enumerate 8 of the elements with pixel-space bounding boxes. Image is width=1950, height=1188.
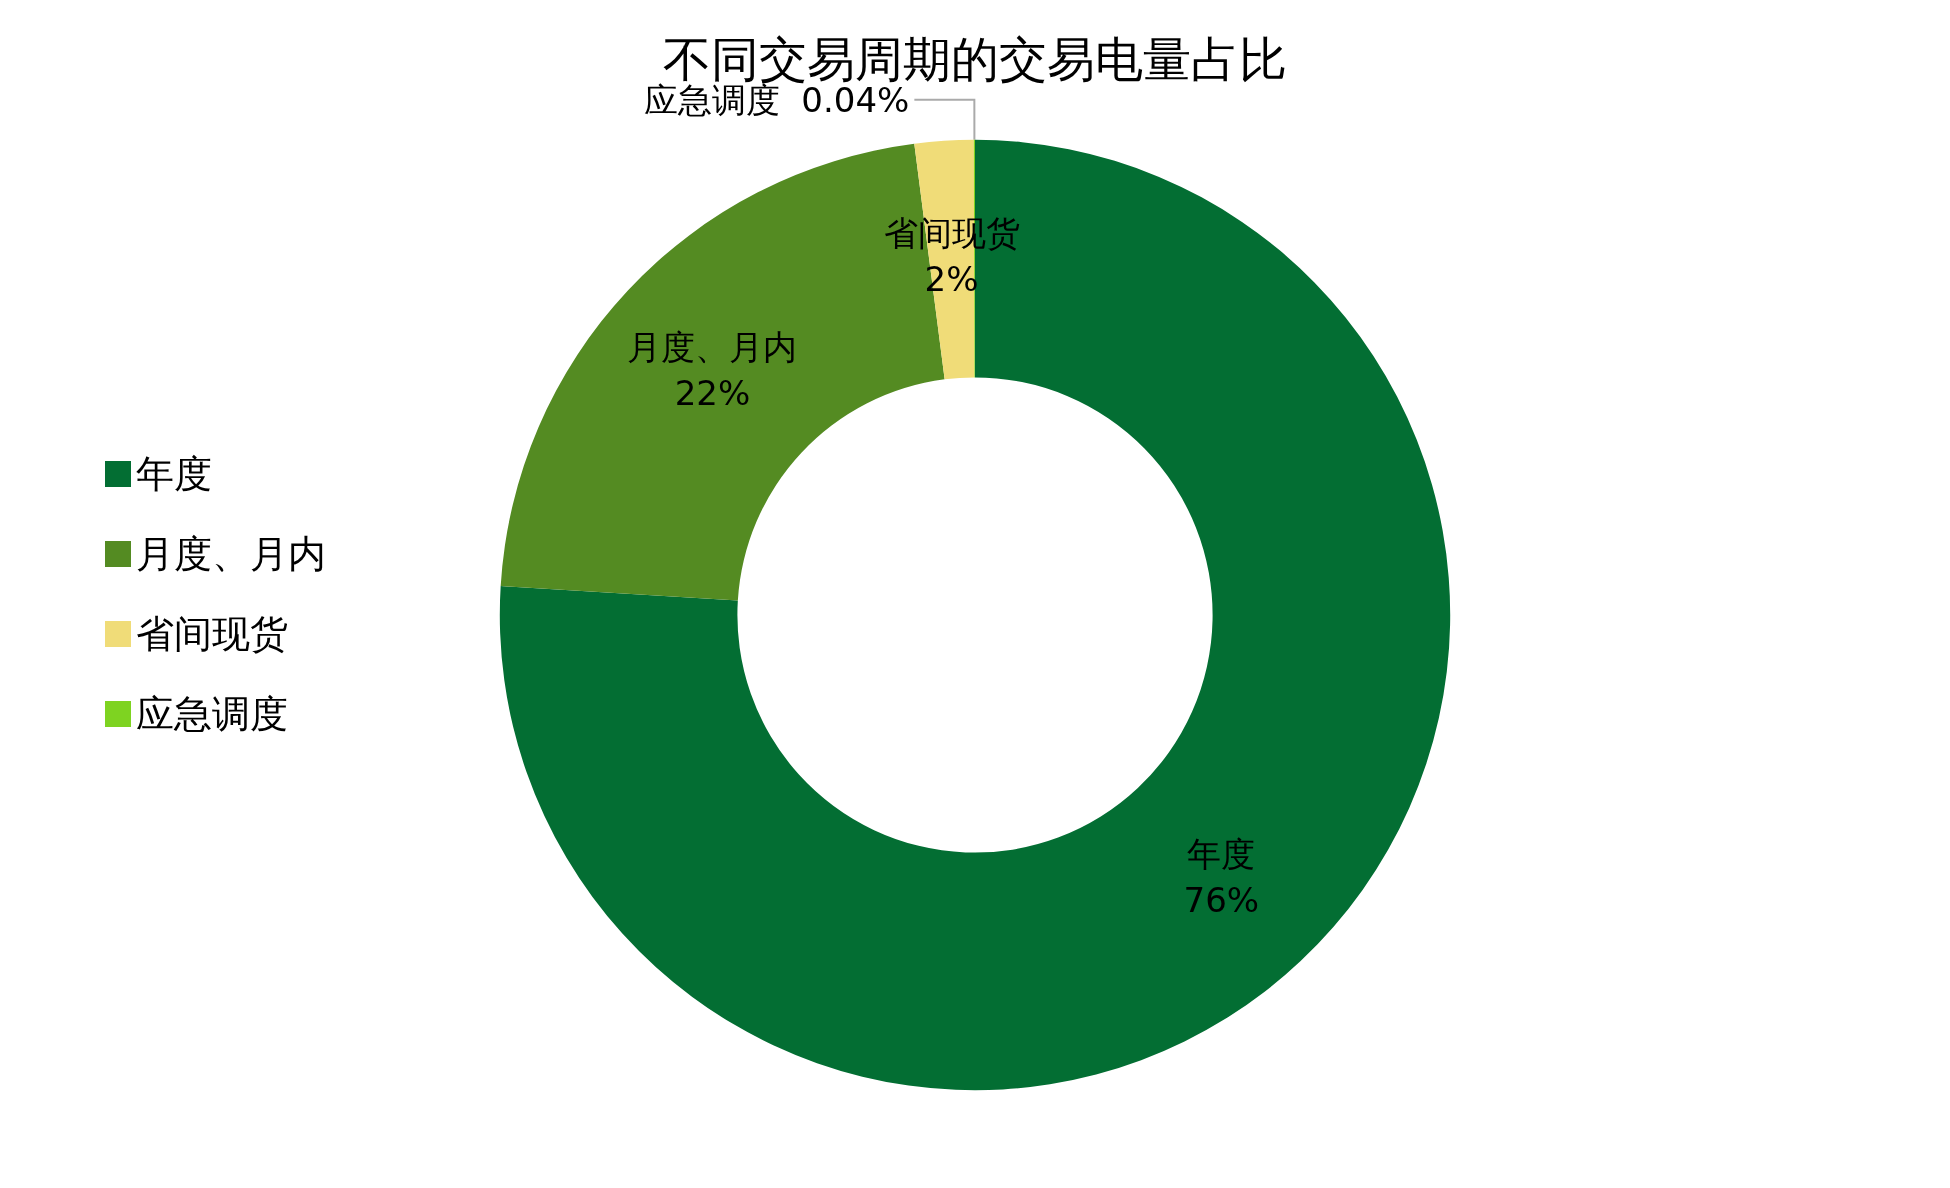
legend-label: 年度 <box>136 452 212 496</box>
slice-label: 年度 <box>1187 833 1256 874</box>
legend-label: 省间现货 <box>136 612 288 656</box>
data-label: 76% <box>1183 879 1260 920</box>
slice-label: 月度、月内 <box>627 326 798 367</box>
data-label: 22% <box>674 372 751 413</box>
legend-label: 应急调度 <box>136 692 288 736</box>
legend-label: 月度、月内 <box>136 532 326 576</box>
